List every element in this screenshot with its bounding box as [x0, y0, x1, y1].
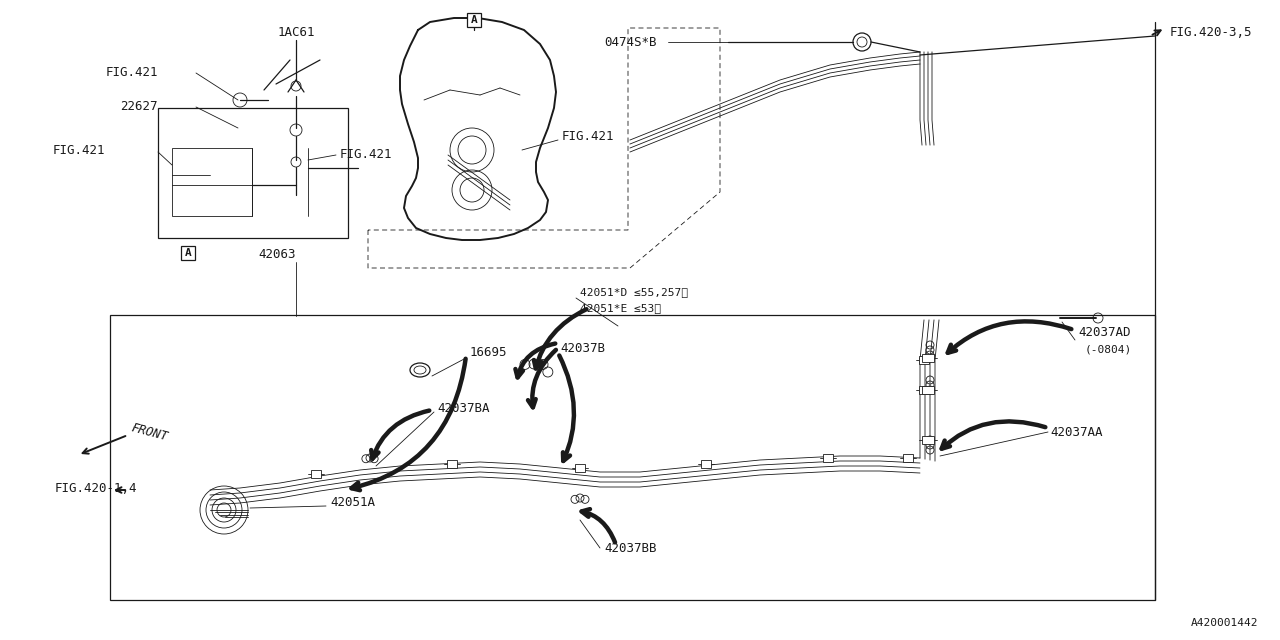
Text: 42037AA: 42037AA: [1050, 426, 1102, 438]
Bar: [823, 454, 833, 462]
Text: 22627: 22627: [120, 100, 157, 113]
Bar: [922, 386, 934, 394]
Bar: [172, 148, 252, 216]
Text: 42051*E ≤53〉: 42051*E ≤53〉: [580, 303, 660, 313]
Text: 42063: 42063: [259, 248, 296, 262]
Bar: [575, 464, 585, 472]
Bar: [902, 454, 913, 462]
Text: 42037BA: 42037BA: [436, 401, 489, 415]
Text: 42051*D ≤55,257〉: 42051*D ≤55,257〉: [580, 287, 689, 297]
Text: FIG.421: FIG.421: [105, 67, 157, 79]
Text: 42051A: 42051A: [330, 495, 375, 509]
Bar: [467, 13, 481, 27]
Text: FIG.421: FIG.421: [52, 143, 105, 157]
Bar: [701, 460, 710, 468]
Bar: [110, 315, 1155, 600]
Bar: [447, 460, 457, 468]
Text: A: A: [471, 15, 477, 25]
Text: A: A: [184, 248, 192, 258]
Text: 42037AD: 42037AD: [1078, 326, 1130, 339]
Bar: [922, 436, 934, 444]
Bar: [919, 386, 929, 394]
Text: A420001442: A420001442: [1190, 618, 1258, 628]
Text: FIG.420-1,4: FIG.420-1,4: [55, 481, 137, 495]
Bar: [919, 356, 929, 364]
Text: 1AC61: 1AC61: [278, 26, 315, 40]
Text: FIG.421: FIG.421: [562, 131, 614, 143]
Bar: [157, 108, 348, 238]
Text: 0474S*B: 0474S*B: [604, 35, 657, 49]
Text: 42037B: 42037B: [561, 342, 605, 355]
Text: FIG.420-3,5: FIG.420-3,5: [1170, 26, 1253, 38]
Text: 42037BB: 42037BB: [604, 541, 657, 554]
Text: 16695: 16695: [470, 346, 507, 360]
Text: FIG.421: FIG.421: [340, 148, 393, 161]
Text: FRONT: FRONT: [131, 421, 169, 443]
Bar: [311, 470, 321, 478]
Bar: [180, 246, 195, 260]
Bar: [922, 354, 934, 362]
Text: (-0804): (-0804): [1085, 345, 1133, 355]
